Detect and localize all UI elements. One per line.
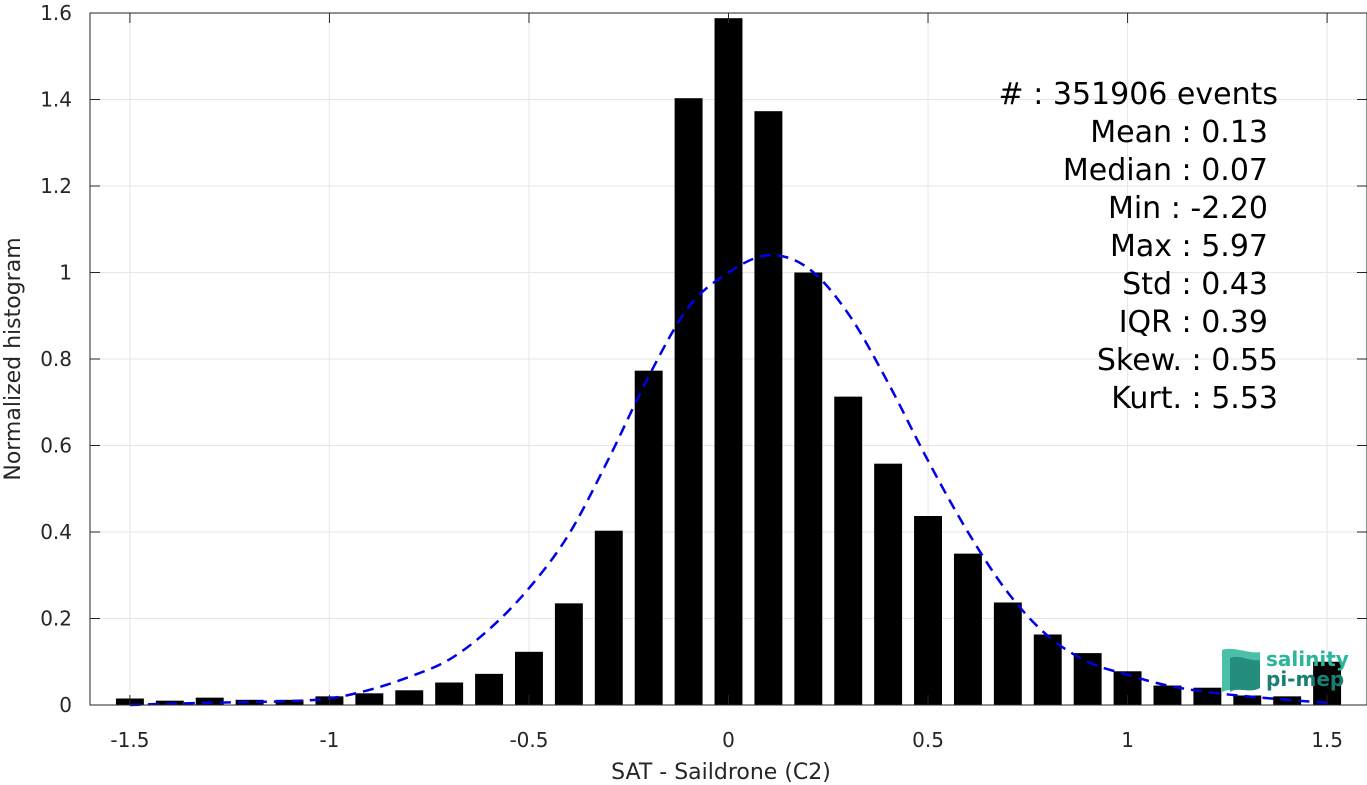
y-axis-title: Normalized histogram: [1, 237, 26, 480]
histogram-bar: [475, 673, 504, 705]
histogram-bar: [275, 699, 304, 705]
y-tick-label: 0.8: [40, 347, 72, 371]
x-tick-label: 1.5: [1311, 728, 1343, 752]
y-tick-label: 1.6: [40, 1, 72, 25]
stats-line: Mean : 0.13: [1090, 115, 1268, 150]
stats-line: Median : 0.07: [1063, 153, 1268, 188]
histogram-bar: [794, 272, 823, 705]
y-tick-label: 0.2: [40, 607, 72, 631]
y-tick-label: 1.2: [40, 174, 72, 198]
histogram-bar: [634, 370, 663, 705]
histogram-bar: [395, 690, 424, 705]
histogram-bar: [594, 530, 623, 705]
x-tick-label: -1: [319, 728, 339, 752]
histogram-bar: [1033, 634, 1062, 705]
y-tick-label: 0: [59, 693, 72, 717]
fit-curve-line: [129, 253, 1328, 707]
stats-line: IQR : 0.39: [1119, 305, 1268, 340]
histogram-bar: [874, 463, 903, 705]
stats-line: Skew. : 0.55: [1097, 343, 1278, 378]
stats-line: Std : 0.43: [1122, 267, 1268, 302]
histogram-bar: [993, 602, 1022, 705]
histogram-bar: [834, 396, 863, 705]
histogram-bar: [1233, 695, 1262, 705]
y-tick-label: 1: [59, 261, 72, 285]
histogram-bar: [714, 18, 743, 705]
histogram-bars: [115, 18, 1342, 706]
x-tick-label: 0.5: [912, 728, 944, 752]
histogram-bar: [674, 98, 703, 705]
histogram-bar: [554, 603, 583, 705]
histogram-bar: [1153, 685, 1182, 705]
y-tick-labels: 0 0.2 0.4 0.6 0.8 1 1.2 1.4 1.6: [40, 1, 72, 717]
x-tick-label: 1: [1121, 728, 1134, 752]
axes-frame: [89, 12, 1367, 706]
y-tick-label: 0.6: [40, 434, 72, 458]
histogram-bar: [235, 699, 264, 705]
x-tick-label: -0.5: [509, 728, 548, 752]
histogram-bar: [195, 697, 224, 705]
y-tick-label: 1.4: [40, 88, 72, 112]
y-tick-label: 0.4: [40, 520, 72, 544]
histogram-bar: [435, 682, 464, 705]
histogram-bar: [754, 111, 783, 706]
x-axis-title: SAT - Saildrone (C2): [611, 760, 831, 785]
stats-line: Max : 5.97: [1110, 229, 1268, 264]
stats-line: Kurt. : 5.53: [1111, 381, 1278, 416]
logo-text-pi-mep: pi-mep: [1266, 667, 1344, 691]
x-tick-label: 0: [722, 728, 735, 752]
salinity-pi-mep-logo: salinity pi-mep: [1222, 647, 1349, 692]
histogram-bar: [953, 553, 982, 705]
x-tick-labels: -1.5 -1 -0.5 0 0.5 1 1.5: [110, 728, 1343, 752]
histogram-bar: [355, 693, 384, 705]
histogram-bar: [914, 515, 942, 705]
logo-text-salinity: salinity: [1266, 647, 1349, 671]
x-tick-label: -1.5: [110, 728, 149, 752]
stats-line: # : 351906 events: [999, 77, 1278, 112]
logo-wave-icon-dark: [1230, 656, 1260, 692]
stats-line: Min : -2.20: [1108, 191, 1268, 226]
